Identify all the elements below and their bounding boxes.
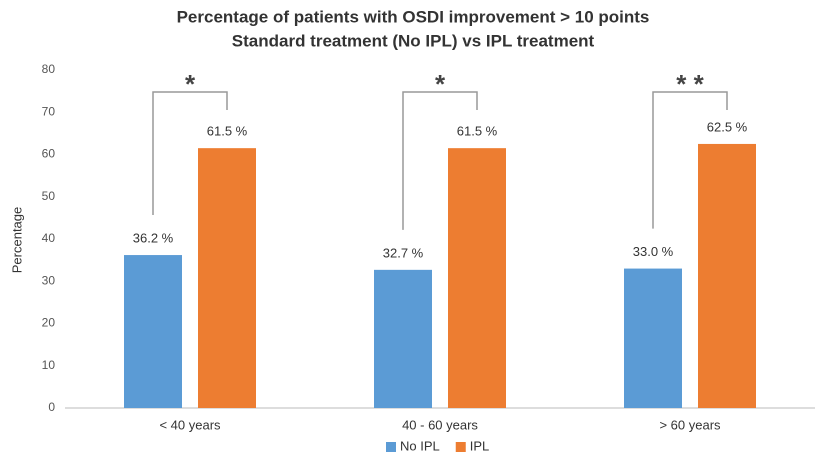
bar [698, 143, 756, 408]
legend-label: No IPL [400, 438, 440, 453]
y-tick-label: 40 [42, 231, 56, 245]
y-tick-label: 60 [42, 147, 56, 161]
y-tick-label: 30 [42, 273, 56, 287]
y-tick-label: 70 [42, 104, 56, 118]
value-label: 33.0 % [633, 244, 674, 259]
y-tick-label: 20 [42, 316, 56, 330]
significance-bracket [402, 91, 478, 230]
y-axis-label: Percentage [9, 207, 24, 274]
value-label: 62.5 % [707, 119, 748, 134]
significance-marker: * * [676, 69, 704, 99]
y-tick-label: 50 [42, 189, 56, 203]
significance-marker: * [185, 69, 196, 99]
chart-subtitle: Standard treatment (No IPL) vs IPL treat… [232, 31, 595, 50]
y-tick-label: 80 [42, 62, 56, 76]
chart-title: Percentage of patients with OSDI improve… [177, 7, 650, 26]
value-label: 36.2 % [133, 230, 174, 245]
significance-marker: * [435, 69, 446, 99]
value-label: 61.5 % [207, 124, 248, 139]
x-tick-label: < 40 years [159, 417, 221, 432]
y-tick-label: 0 [48, 400, 55, 414]
legend-swatch [386, 442, 396, 452]
x-tick-label: 40 - 60 years [402, 417, 478, 432]
bar [448, 148, 506, 408]
value-label: 32.7 % [383, 245, 424, 260]
significance-bracket [652, 91, 728, 229]
value-label: 61.5 % [457, 124, 498, 139]
y-tick-label: 10 [42, 358, 56, 372]
legend-swatch [455, 442, 466, 452]
x-tick-label: > 60 years [659, 417, 721, 432]
bar [198, 148, 256, 408]
bar [624, 268, 682, 408]
significance-bracket [152, 91, 228, 216]
legend-label: IPL [470, 438, 490, 453]
bar [374, 269, 432, 408]
bar [124, 255, 182, 408]
